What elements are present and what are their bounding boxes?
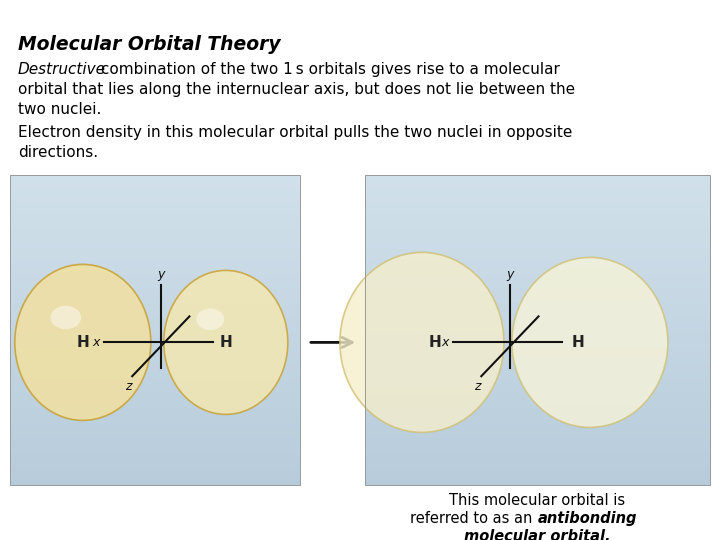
Ellipse shape xyxy=(164,271,288,414)
Ellipse shape xyxy=(340,252,504,433)
Ellipse shape xyxy=(15,265,150,421)
Text: z: z xyxy=(474,380,481,393)
Text: H: H xyxy=(220,335,232,350)
Text: z: z xyxy=(125,380,132,393)
Text: This molecular orbital is: This molecular orbital is xyxy=(449,493,626,508)
Text: molecular orbital.: molecular orbital. xyxy=(464,529,611,540)
Text: Electron density in this molecular orbital pulls the two nuclei in opposite: Electron density in this molecular orbit… xyxy=(18,125,572,140)
Text: H: H xyxy=(428,335,441,350)
Bar xyxy=(365,175,710,485)
Ellipse shape xyxy=(512,258,668,427)
Text: orbital that lies along the internuclear axis, but does not lie between the: orbital that lies along the internuclear… xyxy=(18,82,575,97)
Text: antibonding: antibonding xyxy=(538,511,637,526)
Text: Molecular Orbital Theory: Molecular Orbital Theory xyxy=(18,35,281,54)
Bar xyxy=(10,175,300,485)
Ellipse shape xyxy=(197,308,224,330)
Text: Destructive: Destructive xyxy=(18,62,106,77)
Text: H: H xyxy=(76,335,89,350)
Text: H: H xyxy=(572,335,584,350)
Text: combination of the two 1 s orbitals gives rise to a molecular: combination of the two 1 s orbitals give… xyxy=(96,62,560,77)
Text: x: x xyxy=(92,336,99,349)
Text: directions.: directions. xyxy=(18,145,98,160)
Text: x: x xyxy=(441,336,449,349)
Text: two nuclei.: two nuclei. xyxy=(18,102,102,117)
Text: referred to as an: referred to as an xyxy=(410,511,538,526)
Text: y: y xyxy=(157,268,164,281)
Text: y: y xyxy=(506,268,513,281)
Ellipse shape xyxy=(50,306,81,329)
